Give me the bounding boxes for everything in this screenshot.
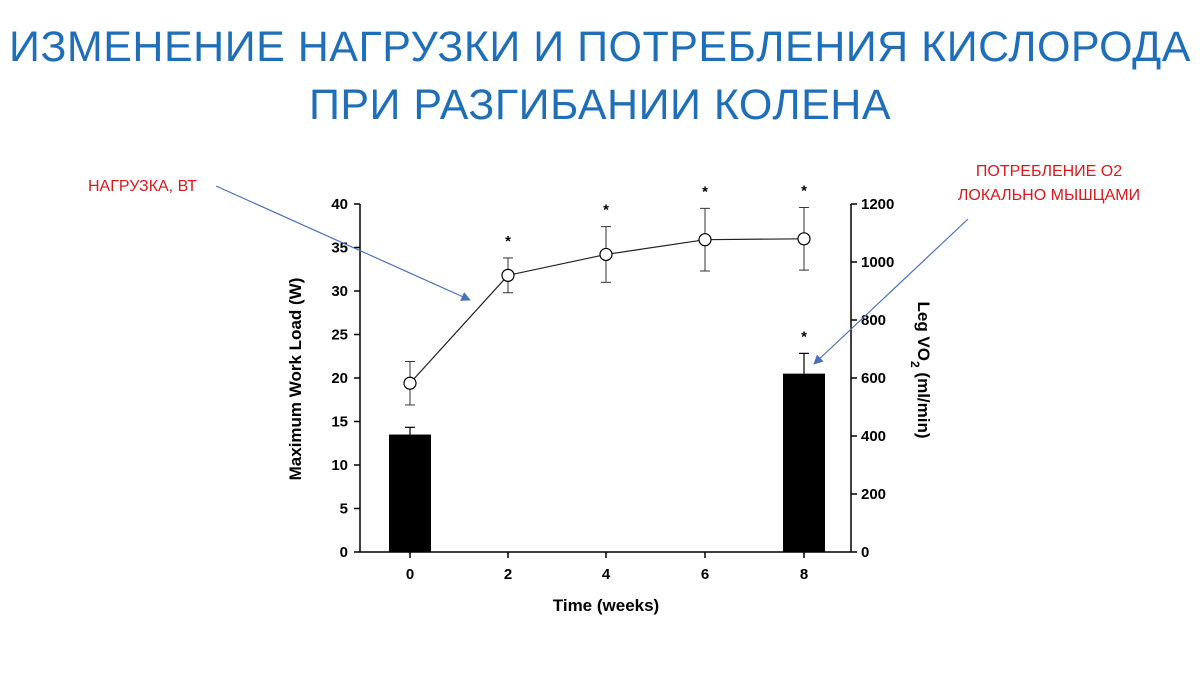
y2-axis-label-units: (ml/min) <box>914 368 933 439</box>
arrow-to-workload-line <box>215 185 471 301</box>
annotation-oxygen-line2: ЛОКАЛЬНО МЫШЦАМИ <box>957 187 1141 204</box>
x-tick-label: 2 <box>504 566 512 583</box>
x-tick-label: 4 <box>602 566 611 583</box>
point-significance-marker: * <box>702 183 708 200</box>
annotation-oxygen-line1: ПОТРЕБЛЕНИЕ О2 <box>975 163 1123 180</box>
y2-tick-label: 200 <box>861 486 886 503</box>
point-significance-marker: * <box>801 182 807 199</box>
y-tick-label: 20 <box>331 370 348 387</box>
slide-title-line2: ПРИ РАЗГИБАНИИ КОЛЕНА <box>308 81 892 129</box>
y-tick-label: 25 <box>331 327 348 344</box>
point-significance-marker: * <box>603 202 609 219</box>
slide-title-line1: ИЗМЕНЕНИЕ НАГРУЗКИ И ПОТРЕБЛЕНИЯ КИСЛОРО… <box>9 23 1191 71</box>
point-significance-marker: * <box>505 233 511 250</box>
data-point <box>403 376 417 390</box>
data-point <box>501 268 515 282</box>
y2-tick-label: 800 <box>861 312 886 329</box>
y-tick-label: 15 <box>331 414 348 431</box>
bar <box>783 373 825 552</box>
y2-axis-label-main: Leg VO <box>914 301 933 361</box>
bar <box>389 434 431 552</box>
data-point <box>599 247 613 262</box>
annotation-workload: НАГРУЗКА, ВТ <box>88 178 197 195</box>
y2-axis-label-sub: 2 <box>908 361 922 368</box>
y2-tick-label: 1000 <box>861 254 894 271</box>
arrow-to-oxygen-bar <box>813 218 969 365</box>
x-axis-label: Time (weeks) <box>553 596 659 615</box>
data-point <box>797 232 811 246</box>
y2-tick-label: 600 <box>861 370 886 387</box>
y-tick-label: 30 <box>331 283 348 300</box>
y2-axis-label: Leg VO2 (ml/min) <box>908 301 933 438</box>
bar-significance-marker: * <box>801 328 807 345</box>
annotation-oxygen: ПОТРЕБЛЕНИЕ О2 ЛОКАЛЬНО МЫШЦАМИ <box>918 160 1180 208</box>
y-tick-label: 5 <box>340 501 348 518</box>
x-tick-label: 0 <box>406 566 414 583</box>
y-tick-label: 40 <box>331 196 348 213</box>
y2-tick-label: 400 <box>861 428 886 445</box>
x-tick-label: 8 <box>800 566 808 583</box>
y-tick-label: 10 <box>331 457 348 474</box>
data-point <box>698 233 712 247</box>
y-tick-label: 0 <box>340 544 348 561</box>
x-tick-label: 6 <box>701 566 709 583</box>
y2-tick-label: 0 <box>861 544 869 561</box>
y-axis-label: Maximum Work Load (W) <box>286 278 305 481</box>
y2-tick-label: 1200 <box>861 196 894 213</box>
